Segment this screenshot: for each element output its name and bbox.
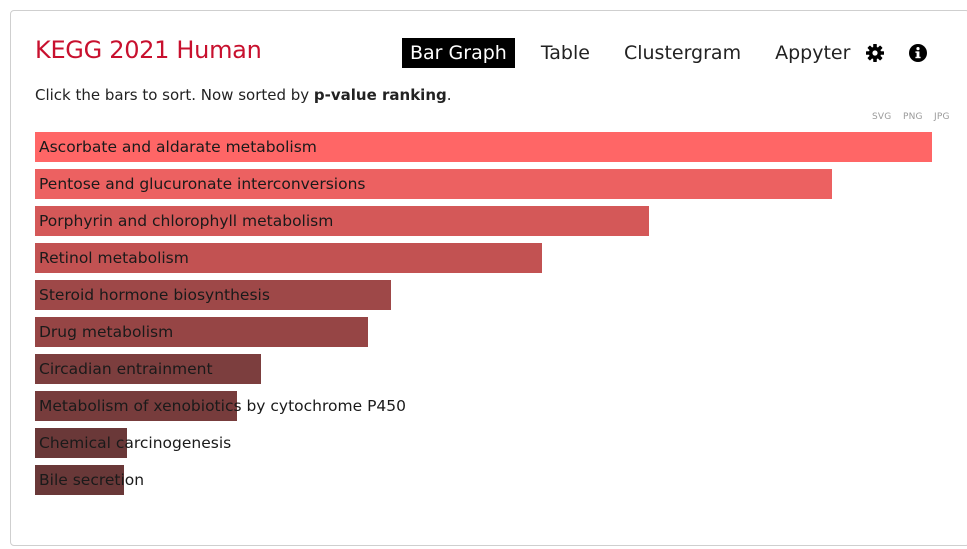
tab-bar-graph[interactable]: Bar Graph xyxy=(402,38,515,68)
gear-icon[interactable] xyxy=(865,43,885,63)
library-title: KEGG 2021 Human xyxy=(35,36,262,64)
bar[interactable] xyxy=(35,132,932,162)
bar-row[interactable]: Bile secretion xyxy=(35,465,932,495)
bar-row[interactable]: Metabolism of xenobiotics by cytochrome … xyxy=(35,391,932,421)
bar-label: Ascorbate and aldarate metabolism xyxy=(39,138,317,156)
sort-key: p-value ranking xyxy=(313,86,447,104)
tab-clustergram[interactable]: Clustergram xyxy=(623,42,742,64)
bar[interactable] xyxy=(35,243,542,273)
bar-label: Drug metabolism xyxy=(39,323,174,341)
bar-row[interactable]: Ascorbate and aldarate metabolism xyxy=(35,132,932,162)
sort-instructions-suffix: . xyxy=(446,86,452,104)
bar[interactable] xyxy=(35,280,391,310)
bar[interactable] xyxy=(35,169,832,199)
tab-table[interactable]: Table xyxy=(540,42,590,64)
bar-row[interactable]: Circadian entrainment xyxy=(35,354,932,384)
tab-appyter[interactable]: Appyter xyxy=(775,42,851,64)
bar-label: Retinol metabolism xyxy=(39,249,189,267)
bar[interactable] xyxy=(35,206,649,236)
bar[interactable] xyxy=(35,428,127,458)
bar-label: Circadian entrainment xyxy=(39,360,213,378)
results-panel xyxy=(10,10,967,546)
view-tabs: Bar Graph Table Clustergram Appyter xyxy=(402,38,858,68)
bar-label: Pentose and glucuronate interconversions xyxy=(39,175,366,193)
bar-row[interactable]: Pentose and glucuronate interconversions xyxy=(35,169,932,199)
export-svg-link[interactable]: SVG xyxy=(872,112,892,122)
sort-instructions: Click the bars to sort. Now sorted by p-… xyxy=(35,86,452,104)
bar[interactable] xyxy=(35,354,261,384)
export-png-link[interactable]: PNG xyxy=(903,112,923,122)
info-icon[interactable] xyxy=(908,43,928,63)
export-jpg-link[interactable]: JPG xyxy=(934,112,950,122)
bar-row[interactable]: Chemical carcinogenesis xyxy=(35,428,932,458)
bar-label: Steroid hormone biosynthesis xyxy=(39,286,270,304)
bar-label: Chemical carcinogenesis xyxy=(39,434,232,452)
bar[interactable] xyxy=(35,391,237,421)
bar[interactable] xyxy=(35,317,368,347)
bar-label: Metabolism of xenobiotics by cytochrome … xyxy=(39,397,407,415)
bar-row[interactable]: Steroid hormone biosynthesis xyxy=(35,280,932,310)
bar[interactable] xyxy=(35,465,124,495)
bar-row[interactable]: Drug metabolism xyxy=(35,317,932,347)
bar-label: Bile secretion xyxy=(39,471,145,489)
bar-row[interactable]: Porphyrin and chlorophyll metabolism xyxy=(35,206,932,236)
bar-label: Porphyrin and chlorophyll metabolism xyxy=(39,212,334,230)
sort-instructions-text: Click the bars to sort. Now sorted by xyxy=(35,86,314,104)
bar-row[interactable]: Retinol metabolism xyxy=(35,243,932,273)
